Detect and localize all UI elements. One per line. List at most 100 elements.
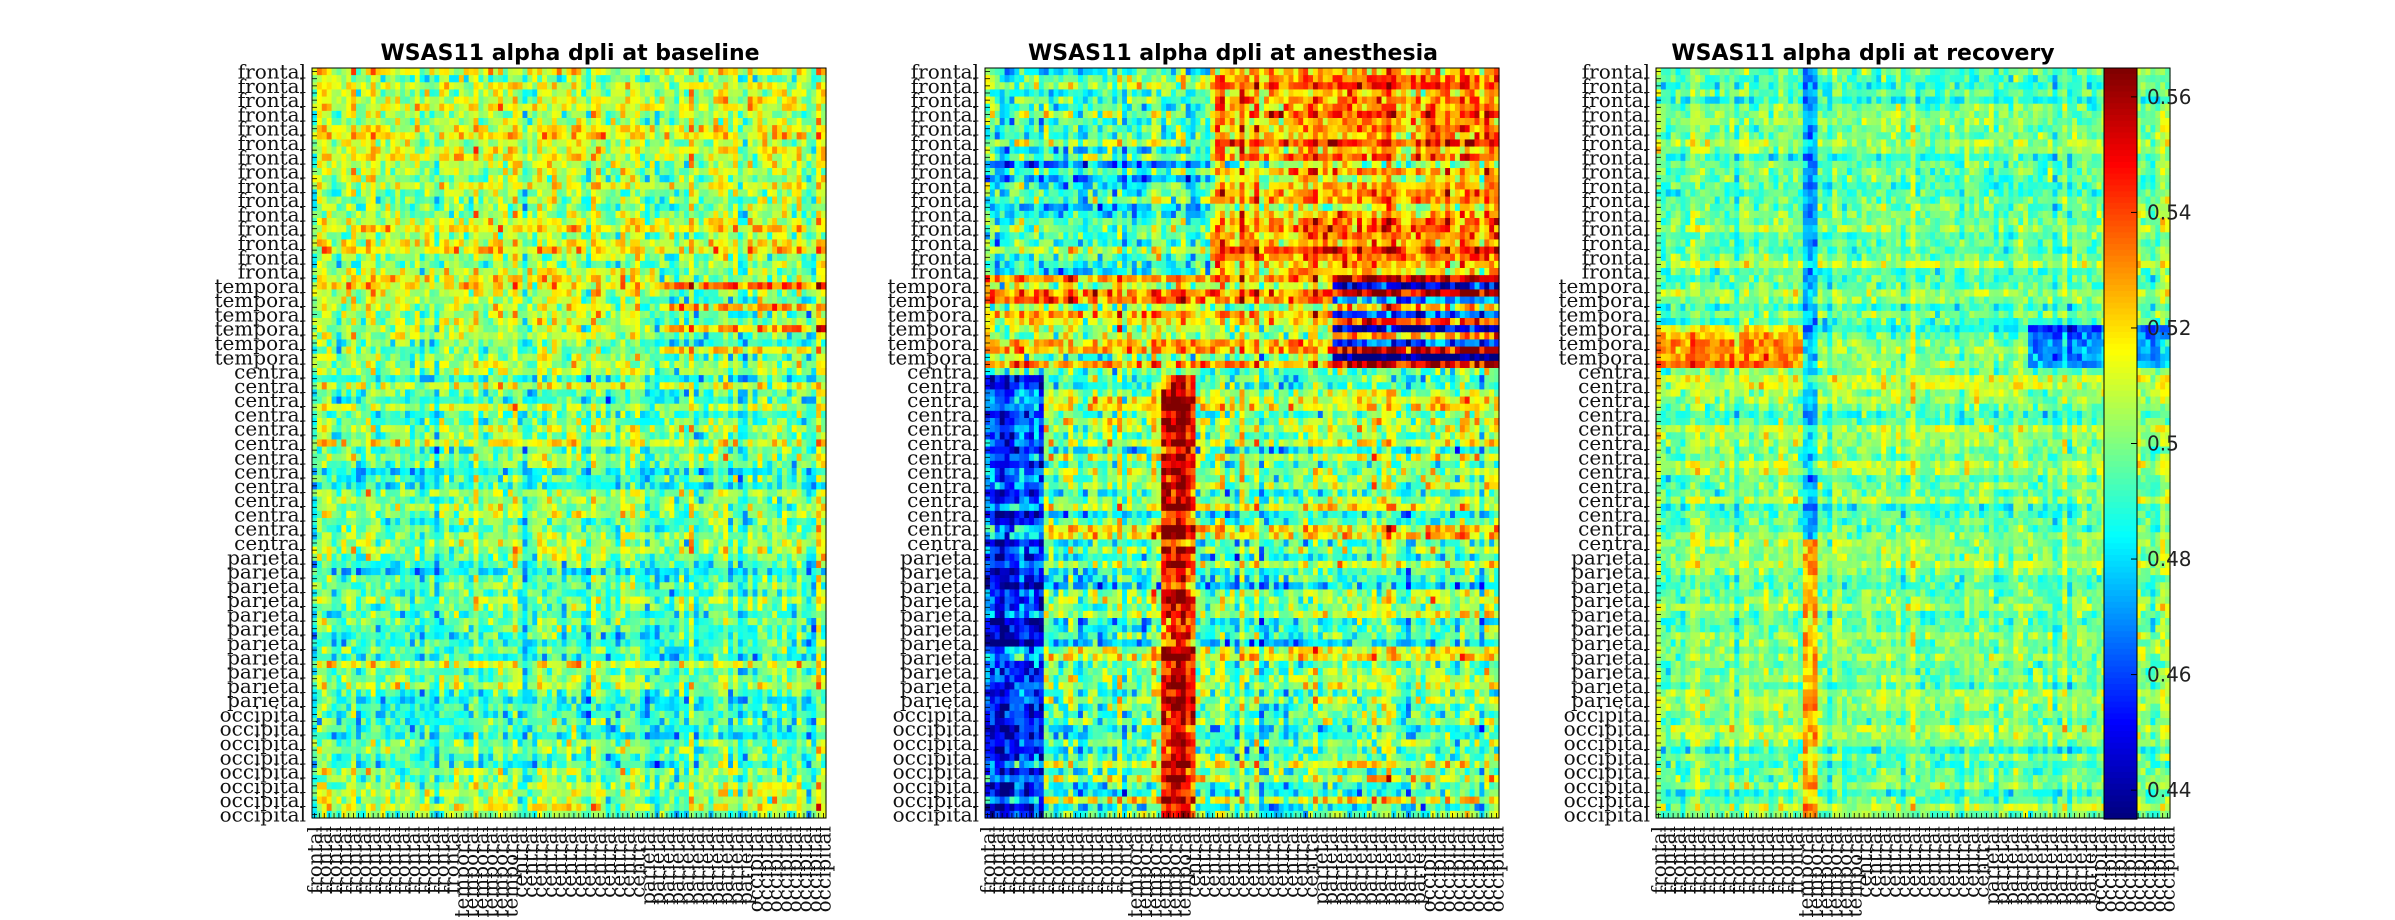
- heatmap-cell: [625, 118, 631, 126]
- heatmap-cell: [537, 89, 543, 97]
- heatmap-cell: [503, 75, 509, 83]
- heatmap-cell: [454, 97, 460, 105]
- heatmap-cell: [376, 68, 382, 76]
- heatmap-cell: [322, 68, 328, 76]
- heatmap-cell: [753, 118, 759, 126]
- heatmap-cell: [483, 104, 489, 112]
- heatmap-cell: [625, 111, 631, 119]
- heatmap-cell: [381, 104, 387, 112]
- heatmap-cell: [630, 125, 636, 133]
- heatmap-cell: [664, 68, 670, 76]
- heatmap-cell: [767, 68, 773, 76]
- heatmap-cell: [429, 75, 435, 83]
- heatmap-cell: [635, 104, 641, 112]
- heatmap-cell: [709, 75, 715, 83]
- heatmap-cell: [645, 75, 651, 83]
- heatmap-cell: [547, 68, 553, 76]
- heatmap-cell: [738, 89, 744, 97]
- heatmap-cell: [581, 82, 587, 90]
- heatmap-cell: [371, 75, 377, 83]
- heatmap-cell: [601, 125, 607, 133]
- heatmap-cell: [664, 125, 670, 133]
- heatmap-cell: [552, 118, 558, 126]
- heatmap-cell: [782, 111, 788, 119]
- heatmap-cell: [532, 104, 538, 112]
- heatmap-cell: [371, 82, 377, 90]
- heatmap-cell: [596, 111, 602, 119]
- heatmap-cell: [557, 75, 563, 83]
- heatmap-cell: [341, 89, 347, 97]
- heatmap-cell: [694, 104, 700, 112]
- heatmap-cell: [792, 68, 798, 76]
- heatmap-cell: [660, 111, 666, 119]
- heatmap-cell: [390, 118, 396, 126]
- heatmap-cell: [699, 75, 705, 83]
- heatmap-cell: [571, 118, 577, 126]
- heatmap-cell: [332, 111, 338, 119]
- heatmap-cell: [816, 111, 822, 119]
- heatmap-cell: [537, 104, 543, 112]
- heatmap-cell: [660, 75, 666, 83]
- heatmap-cell: [664, 111, 670, 119]
- heatmap-cell: [537, 68, 543, 76]
- heatmap-cell: [552, 68, 558, 76]
- heatmap-cell: [425, 75, 431, 83]
- heatmap-cell: [650, 75, 656, 83]
- heatmap-cell: [679, 111, 685, 119]
- heatmap-cell: [797, 68, 803, 76]
- heatmap-cell: [508, 111, 514, 119]
- heatmap-cell: [317, 82, 323, 90]
- heatmap-cell: [523, 104, 529, 112]
- heatmap-cell: [640, 111, 646, 119]
- heatmap-cell: [748, 118, 754, 126]
- heatmap-cell: [410, 104, 416, 112]
- heatmap-cell: [625, 104, 631, 112]
- heatmap-cell: [782, 118, 788, 126]
- heatmap-cell: [400, 118, 406, 126]
- heatmap-cell: [733, 104, 739, 112]
- heatmap-cell: [674, 118, 680, 126]
- heatmap-cell: [664, 97, 670, 105]
- heatmap-cell: [513, 75, 519, 83]
- heatmap-cell: [650, 82, 656, 90]
- heatmap-cell: [415, 125, 421, 133]
- heatmap-cell: [606, 104, 612, 112]
- heatmap-cell: [792, 111, 798, 119]
- heatmap-cell: [498, 111, 504, 119]
- heatmap-cell: [459, 68, 465, 76]
- heatmap-cell: [797, 118, 803, 126]
- heatmap-cell: [366, 89, 372, 97]
- heatmap-cell: [464, 68, 470, 76]
- heatmap-cell: [699, 111, 705, 119]
- heatmap-cell: [527, 111, 533, 119]
- heatmap-cell: [640, 125, 646, 133]
- heatmap-cell: [488, 118, 494, 126]
- heatmap-cell: [787, 111, 793, 119]
- heatmap-cell: [557, 97, 563, 105]
- heatmap-cell: [684, 125, 690, 133]
- heatmap-cell: [772, 89, 778, 97]
- heatmap-cell: [757, 89, 763, 97]
- heatmap-cell: [757, 111, 763, 119]
- heatmap-cell: [762, 104, 768, 112]
- heatmap-cell: [464, 82, 470, 90]
- heatmap-cell: [532, 97, 538, 105]
- heatmap-cell: [552, 104, 558, 112]
- heatmap-cell: [371, 97, 377, 105]
- heatmap-cell: [611, 118, 617, 126]
- heatmap-cell: [591, 111, 597, 119]
- heatmap-cell: [787, 75, 793, 83]
- heatmap-cell: [576, 111, 582, 119]
- heatmap-cell: [689, 89, 695, 97]
- heatmap-cell: [336, 68, 342, 76]
- heatmap-cell: [410, 118, 416, 126]
- heatmap-cell: [341, 97, 347, 105]
- heatmap-cell: [336, 104, 342, 112]
- heatmap-cell: [728, 82, 734, 90]
- heatmap-cell: [523, 82, 529, 90]
- heatmap-cell: [332, 89, 338, 97]
- heatmap-cell: [689, 75, 695, 83]
- heatmap-cell: [317, 125, 323, 133]
- heatmap-cell: [376, 104, 382, 112]
- heatmap-cell: [346, 125, 352, 133]
